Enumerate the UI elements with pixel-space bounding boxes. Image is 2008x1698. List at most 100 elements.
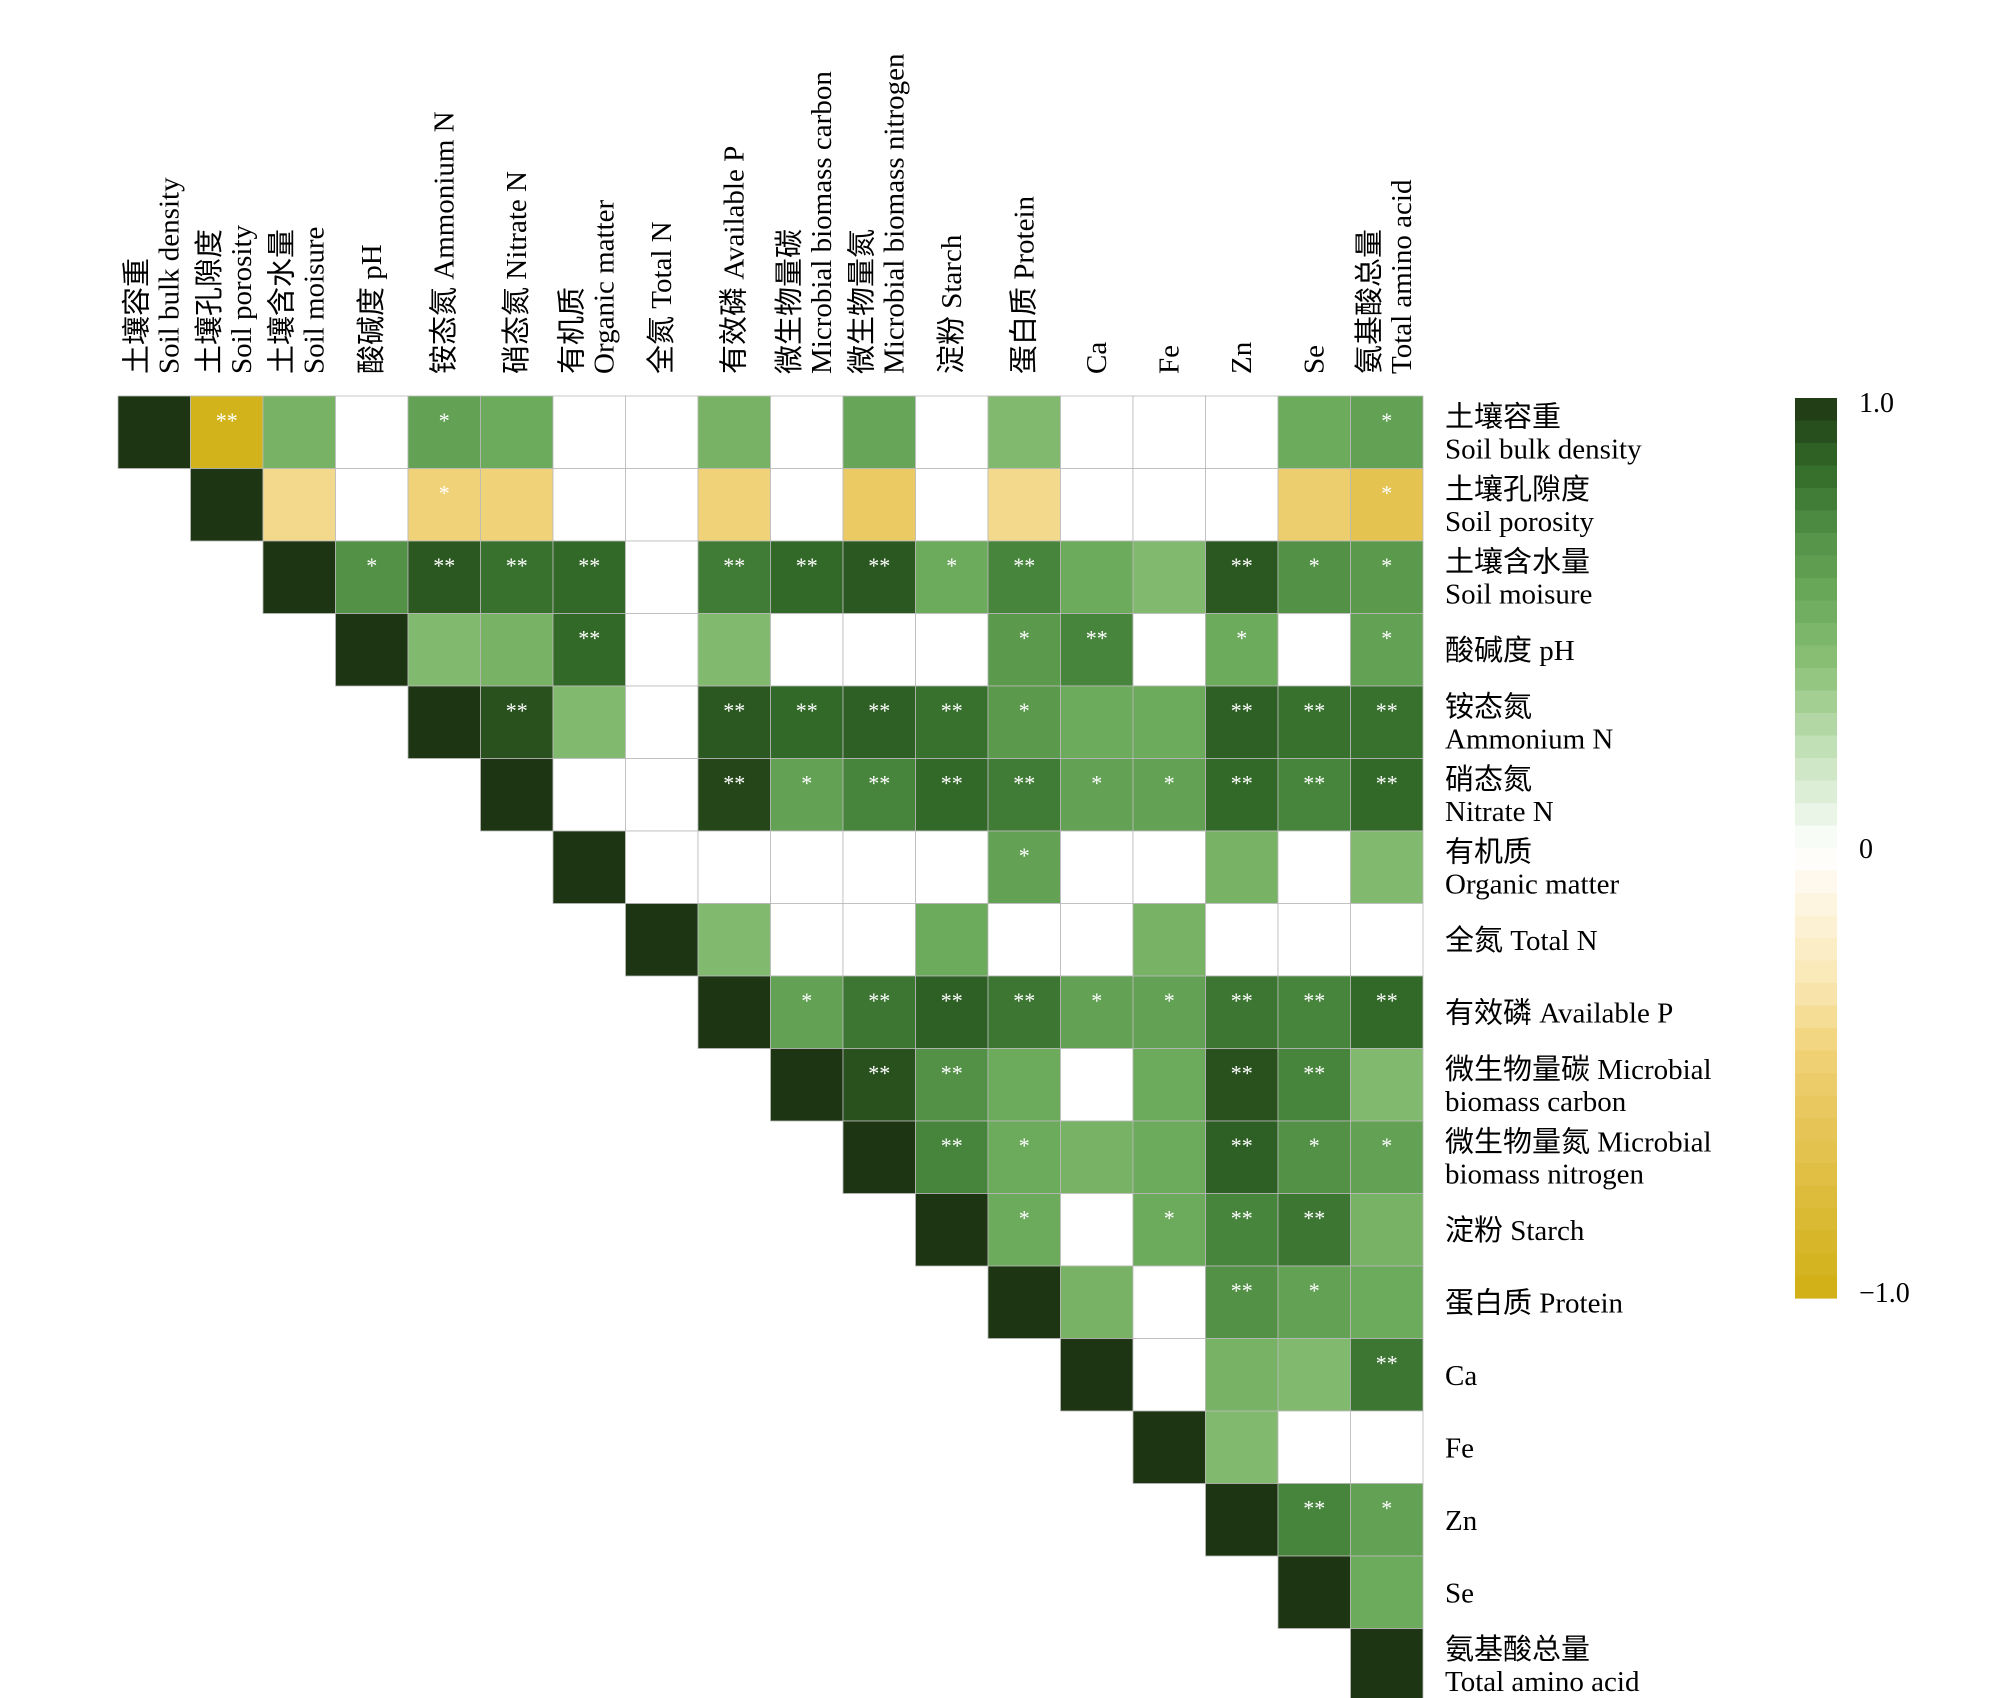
cell-r17-c17 xyxy=(1350,1628,1424,1698)
cell-r6-c11 xyxy=(915,830,989,904)
col-label-9: 微生物量碳 Microbial biomass carbon xyxy=(773,71,838,374)
colorbar: 1.0 0 −1.0 xyxy=(1795,388,1910,1309)
cell-r1-c14 xyxy=(1132,468,1206,542)
colorbar-segment-9 xyxy=(1795,600,1837,624)
significance-r3-c12: * xyxy=(1019,626,1030,651)
significance-r12-c15: ** xyxy=(1231,1278,1253,1303)
cell-r5-c7 xyxy=(625,758,699,832)
col-label-1: 土壤孔隙度 Soil porosity xyxy=(193,224,258,374)
cell-r9-c9 xyxy=(770,1048,844,1122)
significance-r8-c15: ** xyxy=(1231,988,1253,1013)
cell-r2-c13 xyxy=(1060,540,1134,614)
col-label-11: 淀粉 Starch xyxy=(935,234,968,374)
cell-r8-c8 xyxy=(697,975,771,1049)
col-label-3-line1: 酸碱度 pH xyxy=(355,244,388,374)
colorbar-segment-23 xyxy=(1795,915,1837,939)
row-label-6-line1: 有机质 xyxy=(1445,835,1532,868)
significance-r12-c16: * xyxy=(1309,1278,1320,1303)
col-label-0: 土壤容重 Soil bulk density xyxy=(120,177,185,374)
col-label-2-line1: 土壤含水量 xyxy=(265,229,298,374)
cell-r11-c16 xyxy=(1277,1193,1351,1267)
cell-r0-c4 xyxy=(407,395,481,469)
cell-r8-c9 xyxy=(770,975,844,1049)
row-label-6-line2: Organic matter xyxy=(1445,868,1620,900)
cell-r3-c4 xyxy=(407,613,481,687)
row-label-5-line2: Nitrate N xyxy=(1445,796,1554,828)
cell-r1-c1 xyxy=(190,468,264,542)
col-label-13: Ca xyxy=(1081,342,1113,374)
cell-r2-c5 xyxy=(480,540,554,614)
col-label-15-line1: Zn xyxy=(1226,341,1258,374)
row-label-0-line2: Soil bulk density xyxy=(1445,433,1642,465)
colorbar-segment-12 xyxy=(1795,668,1837,692)
cell-r3-c9 xyxy=(770,613,844,687)
cell-r2-c11 xyxy=(915,540,989,614)
colorbar-segment-15 xyxy=(1795,735,1837,759)
cell-r3-c3 xyxy=(335,613,409,687)
col-label-11-line1: 淀粉 Starch xyxy=(935,234,968,374)
col-label-17-line1: 氨基酸总量 xyxy=(1353,229,1386,374)
row-label-17-line2: Total amino acid xyxy=(1445,1666,1640,1698)
row-label-0-line1: 土壤容重 xyxy=(1445,400,1561,433)
cell-r8-c14 xyxy=(1132,975,1206,1049)
significance-r11-c12: * xyxy=(1019,1206,1030,1231)
col-label-12-line1: 蛋白质 Protein xyxy=(1007,195,1040,374)
significance-r5-c9: * xyxy=(801,771,812,796)
col-label-14: Fe xyxy=(1153,345,1185,374)
col-label-13-line1: Ca xyxy=(1081,342,1113,374)
cell-r15-c17 xyxy=(1350,1483,1424,1557)
cell-r14-c16 xyxy=(1277,1410,1351,1484)
colorbar-segment-5 xyxy=(1795,510,1837,534)
col-label-1-line1: 土壤孔隙度 xyxy=(193,229,226,374)
col-label-10-line1: 微生物量氮 xyxy=(845,229,878,374)
significance-r2-c8: ** xyxy=(723,553,745,578)
colorbar-segment-6 xyxy=(1795,533,1837,557)
cell-r10-c13 xyxy=(1060,1120,1134,1194)
cell-r11-c11 xyxy=(915,1193,989,1267)
significance-r10-c16: * xyxy=(1309,1133,1320,1158)
col-label-10: 微生物量氮 Microbial biomass nitrogen xyxy=(845,53,910,374)
cell-r0-c5 xyxy=(480,395,554,469)
significance-r8-c10: ** xyxy=(868,988,890,1013)
cell-r5-c15 xyxy=(1205,758,1279,832)
col-label-14-line1: Fe xyxy=(1153,345,1185,374)
cell-r0-c2 xyxy=(262,395,336,469)
cell-r7-c16 xyxy=(1277,903,1351,977)
cell-r15-c15 xyxy=(1205,1483,1279,1557)
cell-r8-c15 xyxy=(1205,975,1279,1049)
cell-r6-c13 xyxy=(1060,830,1134,904)
cell-r8-c16 xyxy=(1277,975,1351,1049)
cell-r1-c13 xyxy=(1060,468,1134,542)
significance-r8-c14: * xyxy=(1164,988,1175,1013)
cell-r13-c14 xyxy=(1132,1338,1206,1412)
cell-r9-c13 xyxy=(1060,1048,1134,1122)
col-label-9-line2: Microbial biomass carbon xyxy=(806,71,838,374)
cell-r6-c7 xyxy=(625,830,699,904)
cell-r0-c7 xyxy=(625,395,699,469)
cell-r12-c12 xyxy=(987,1265,1061,1339)
cell-r6-c6 xyxy=(552,830,626,904)
cell-r0-c14 xyxy=(1132,395,1206,469)
significance-r8-c9: * xyxy=(801,988,812,1013)
significance-r10-c12: * xyxy=(1019,1133,1030,1158)
significance-r9-c10: ** xyxy=(868,1061,890,1086)
significance-r5-c8: ** xyxy=(723,771,745,796)
cell-r10-c11 xyxy=(915,1120,989,1194)
cell-r2-c14 xyxy=(1132,540,1206,614)
colorbar-tick-2: −1.0 xyxy=(1859,1278,1910,1309)
cell-r13-c17 xyxy=(1350,1338,1424,1412)
significance-r4-c17: ** xyxy=(1376,698,1398,723)
colorbar-segment-34 xyxy=(1795,1163,1837,1187)
cell-r1-c6 xyxy=(552,468,626,542)
cell-r4-c17 xyxy=(1350,685,1424,759)
significance-r6-c12: * xyxy=(1019,843,1030,868)
cell-r0-c11 xyxy=(915,395,989,469)
cell-r14-c17 xyxy=(1350,1410,1424,1484)
cell-r14-c14 xyxy=(1132,1410,1206,1484)
cell-r7-c10 xyxy=(842,903,916,977)
significance-r4-c15: ** xyxy=(1231,698,1253,723)
colorbar-segment-28 xyxy=(1795,1028,1837,1052)
significance-r3-c13: ** xyxy=(1086,626,1108,651)
cell-r7-c15 xyxy=(1205,903,1279,977)
row-label-17-line1: 氨基酸总量 xyxy=(1445,1633,1590,1666)
